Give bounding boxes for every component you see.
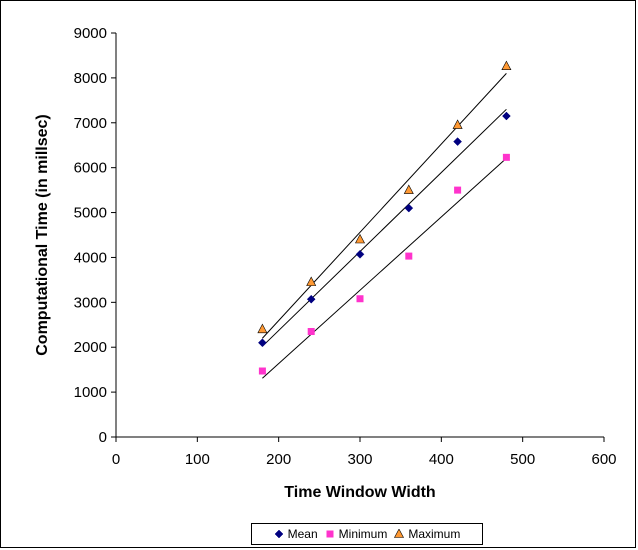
maximum-point [355, 233, 365, 244]
mean-point [404, 203, 414, 213]
minimum-point [405, 252, 413, 260]
maximum-trendline [262, 73, 507, 339]
maximum-point [306, 276, 317, 286]
x-tick-label: 500 [510, 451, 535, 468]
x-tick-label: 200 [266, 451, 291, 468]
legend-item-mean: Mean [274, 527, 318, 541]
minimum-point [356, 295, 364, 303]
mean-point [502, 111, 511, 121]
mean-point [258, 338, 267, 348]
y-tick-label: 6000 [74, 160, 107, 177]
maximum-legend-marker [394, 529, 405, 538]
mean-legend-symbol [274, 529, 283, 539]
y-tick-label: 0 [99, 429, 107, 446]
legend-label: Mean [287, 527, 318, 541]
y-tick-label: 2000 [74, 339, 107, 356]
mean-legend-marker [274, 529, 283, 539]
y-tick-label: 7000 [74, 115, 107, 132]
axes [111, 32, 605, 442]
legend-item-minimum: Minimum [325, 527, 388, 541]
legend-item-maximum: Maximum [394, 527, 460, 541]
y-tick-label: 5000 [74, 205, 107, 222]
minimum-point [502, 153, 510, 161]
x-tick-label: 300 [347, 451, 372, 468]
x-tick-label: 400 [429, 451, 454, 468]
x-tick-label: 600 [591, 451, 616, 468]
minimum-point [258, 367, 266, 375]
mean-point [306, 294, 316, 304]
legend: Mean Minimum Maximum [251, 523, 483, 545]
maximum-point [452, 119, 463, 129]
x-axis-title: Time Window Width [284, 484, 435, 501]
y-tick-label: 8000 [74, 70, 107, 87]
minimum-legend-symbol [326, 530, 334, 538]
minimum-point [454, 186, 462, 194]
data-points [257, 60, 512, 375]
maximum-point [403, 184, 414, 194]
maximum-legend-symbol [394, 529, 405, 538]
y-tick-label: 4000 [74, 249, 107, 266]
mean-trendline [262, 108, 507, 347]
legend-label: Minimum [338, 527, 388, 541]
legend-label: Maximum [408, 527, 461, 541]
x-tick-label: 100 [185, 451, 210, 468]
minimum-legend-marker [326, 530, 334, 538]
maximum-point [257, 323, 268, 334]
mean-point [355, 249, 365, 259]
minimum-trendline [262, 157, 507, 379]
minimum-point [307, 328, 315, 336]
y-tick-label: 3000 [74, 294, 107, 311]
trendlines [262, 73, 507, 379]
maximum-point [501, 60, 512, 71]
tick-labels: 0 1000 2000 3000 4000 5000 6000 7000 8000 9000 0 10… [74, 25, 617, 468]
x-tick-label: 0 [112, 451, 120, 468]
y-tick-label: 9000 [74, 25, 107, 42]
mean-point [453, 137, 462, 146]
y-axis-title: Computational Time (in millsec) [34, 114, 51, 356]
y-tick-label: 1000 [74, 384, 107, 401]
